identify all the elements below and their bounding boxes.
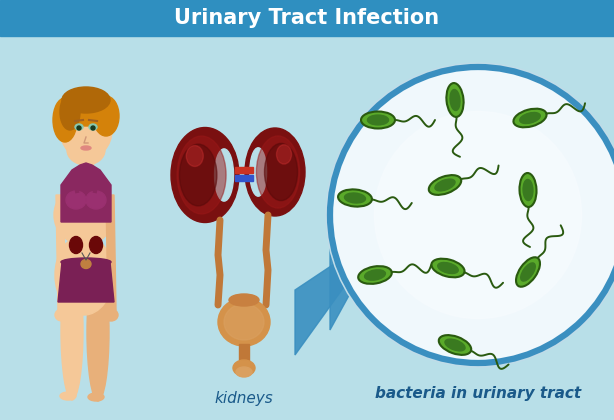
Bar [239, 344, 249, 366]
Ellipse shape [513, 109, 546, 127]
Ellipse shape [365, 270, 386, 280]
Ellipse shape [58, 90, 114, 126]
Polygon shape [58, 262, 114, 302]
Ellipse shape [367, 115, 389, 125]
Circle shape [326, 63, 614, 367]
Ellipse shape [519, 113, 540, 123]
Circle shape [375, 111, 581, 319]
Ellipse shape [521, 263, 535, 281]
Ellipse shape [186, 146, 203, 166]
Ellipse shape [69, 236, 82, 254]
Ellipse shape [61, 258, 111, 266]
Bar [79, 158, 93, 182]
Polygon shape [61, 163, 111, 222]
Ellipse shape [516, 257, 540, 287]
Ellipse shape [53, 98, 77, 142]
Ellipse shape [177, 136, 226, 214]
Ellipse shape [338, 189, 372, 207]
Ellipse shape [81, 260, 91, 268]
Bar [0, 0, 614, 36]
Ellipse shape [245, 128, 305, 216]
Ellipse shape [60, 101, 112, 159]
Ellipse shape [77, 126, 81, 130]
Ellipse shape [104, 309, 118, 321]
Polygon shape [106, 195, 116, 312]
Ellipse shape [276, 145, 292, 164]
Ellipse shape [86, 191, 106, 209]
Polygon shape [56, 195, 68, 312]
Polygon shape [295, 230, 385, 355]
Ellipse shape [179, 144, 217, 206]
Ellipse shape [60, 392, 76, 400]
Text: Urinary Tract Infection: Urinary Tract Infection [174, 8, 440, 28]
Ellipse shape [439, 335, 471, 355]
Ellipse shape [55, 309, 69, 321]
Ellipse shape [93, 96, 119, 136]
Ellipse shape [91, 126, 95, 130]
Ellipse shape [89, 124, 97, 130]
Ellipse shape [62, 87, 110, 113]
Ellipse shape [361, 111, 395, 129]
Ellipse shape [87, 263, 109, 401]
Ellipse shape [435, 179, 455, 191]
Ellipse shape [265, 143, 298, 201]
Bar [235, 175, 253, 181]
Ellipse shape [224, 304, 264, 340]
Ellipse shape [81, 146, 91, 150]
Ellipse shape [519, 173, 537, 207]
Text: kidneys: kidneys [215, 391, 273, 405]
Ellipse shape [61, 260, 83, 400]
Bar [235, 167, 253, 173]
Ellipse shape [429, 175, 461, 195]
Ellipse shape [66, 191, 86, 209]
Ellipse shape [67, 135, 105, 165]
Circle shape [330, 67, 614, 363]
Ellipse shape [171, 128, 239, 223]
Ellipse shape [88, 393, 104, 401]
Ellipse shape [445, 339, 465, 351]
Ellipse shape [236, 367, 252, 377]
Ellipse shape [214, 149, 233, 201]
Ellipse shape [523, 179, 533, 200]
Ellipse shape [358, 266, 392, 284]
Ellipse shape [75, 124, 83, 130]
Ellipse shape [344, 193, 365, 203]
Ellipse shape [446, 83, 464, 117]
Ellipse shape [257, 136, 300, 208]
Ellipse shape [60, 94, 80, 130]
Ellipse shape [90, 236, 103, 254]
Ellipse shape [55, 235, 113, 315]
Ellipse shape [432, 259, 465, 277]
Ellipse shape [450, 89, 460, 110]
Ellipse shape [250, 148, 266, 196]
Text: bacteria in urinary tract: bacteria in urinary tract [375, 386, 581, 401]
Ellipse shape [229, 294, 259, 306]
Ellipse shape [218, 298, 270, 346]
Polygon shape [330, 230, 385, 330]
Ellipse shape [438, 262, 458, 273]
Ellipse shape [233, 360, 255, 376]
Ellipse shape [54, 185, 114, 245]
